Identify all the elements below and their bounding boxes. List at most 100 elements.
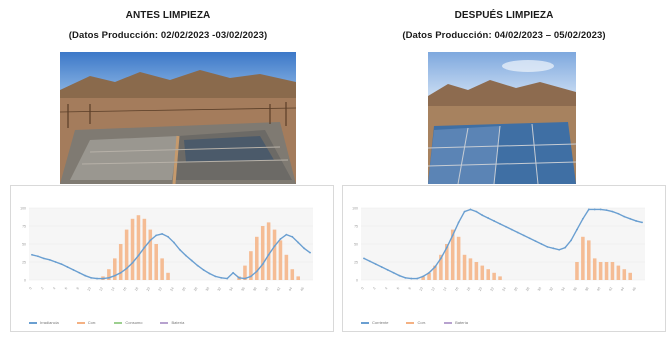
- line-point: [102, 277, 104, 280]
- bar: [486, 269, 490, 280]
- y-tick-label: 100: [20, 207, 26, 211]
- x-tick-label: 22: [490, 286, 495, 291]
- bar: [628, 272, 632, 280]
- y-tick-label: 75: [354, 225, 358, 229]
- x-tick-label: 2: [372, 286, 376, 290]
- line-point: [528, 237, 531, 240]
- x-tick-label: 10: [419, 286, 424, 291]
- x-tick-label: 0: [360, 286, 364, 290]
- bar: [284, 254, 289, 280]
- bar: [581, 236, 585, 280]
- x-tick-label: 38: [252, 286, 257, 291]
- y-tick-label: 25: [22, 261, 26, 265]
- bar: [148, 229, 153, 280]
- x-tick-label: 42: [276, 286, 281, 291]
- line-point: [516, 231, 519, 234]
- line-point: [552, 247, 555, 250]
- x-tick-label: 42: [608, 286, 613, 291]
- legend-item[interactable]: Batería: [444, 320, 468, 325]
- legend-swatch: [76, 321, 85, 324]
- bar: [136, 215, 141, 280]
- bar: [450, 229, 455, 280]
- line-point: [48, 258, 51, 261]
- line-point: [208, 272, 211, 275]
- line-point: [244, 277, 246, 280]
- bar: [480, 265, 485, 280]
- bar: [166, 272, 170, 280]
- bar: [243, 265, 247, 280]
- bar: [598, 262, 603, 280]
- before-photo-image: [60, 52, 296, 184]
- before-chart-svg: 0 2 4 6 8 10 12 14 16 18 20 22 24 26 28 30 32 34 36 38 40 42 4…: [20, 207, 313, 292]
- legend-swatch: [444, 321, 453, 324]
- line-point: [190, 259, 193, 262]
- line-point: [386, 269, 389, 271]
- legend-label: Consumo: [125, 320, 143, 325]
- bar: [255, 236, 259, 280]
- legend-item[interactable]: Corriente: [361, 320, 388, 325]
- line-point: [137, 254, 140, 257]
- x-tick-label: 26: [513, 286, 518, 291]
- x-tick-label: 14: [110, 286, 115, 291]
- x-tick-label: 32: [217, 286, 222, 291]
- line-point: [261, 263, 264, 266]
- line-point: [422, 275, 425, 278]
- x-tick-label: 4: [52, 286, 56, 290]
- line-point: [380, 266, 383, 268]
- x-tick-label: 30: [537, 286, 542, 291]
- line-point: [42, 257, 45, 260]
- line-point: [451, 234, 454, 237]
- y-tick-label: 50: [354, 243, 358, 247]
- before-chart: 0 2 4 6 8 10 12 14 16 18 20 22 24 26 28 30 32 34 36 38 40 42 4…: [10, 185, 334, 332]
- bar: [622, 269, 627, 280]
- bar: [474, 262, 479, 280]
- bar: [439, 254, 443, 280]
- x-tick-label: 32: [549, 286, 554, 291]
- line-point: [125, 267, 128, 270]
- line-point: [599, 208, 602, 211]
- bar: [445, 244, 449, 280]
- line-point: [439, 257, 442, 260]
- x-tick-label: 16: [454, 286, 459, 291]
- after-chart: 0 2 4 6 8 10 12 14 16 18 20 22 24 26 28 30 32 34 36 38 40 42 4…: [342, 185, 666, 332]
- x-tick-label: 22: [158, 286, 163, 291]
- line-point: [303, 247, 306, 250]
- bar: [160, 258, 164, 280]
- after-chart-svg: 0 2 4 6 8 10 12 14 16 18 20 22 24 26 28 30 32 34 36 38 40 42 4…: [352, 207, 645, 292]
- bar: [124, 229, 129, 280]
- line-point: [404, 276, 407, 279]
- legend-swatch: [160, 321, 169, 324]
- x-tick-label: 6: [396, 286, 400, 290]
- bar: [130, 218, 135, 280]
- x-tick-label: 12: [430, 286, 435, 291]
- bar: [278, 240, 283, 280]
- line-point: [641, 221, 643, 224]
- legend-item[interactable]: Consumo: [114, 320, 142, 325]
- after-photo-image: [428, 52, 576, 184]
- line-point: [119, 271, 122, 274]
- line-point: [457, 221, 460, 224]
- legend-item[interactable]: Irradiancia: [29, 320, 59, 325]
- line-point: [107, 276, 110, 279]
- line-point: [131, 261, 134, 264]
- line-point: [368, 260, 371, 263]
- legend-item[interactable]: Corr.: [76, 320, 96, 325]
- x-tick-label: 6: [64, 286, 68, 290]
- y-tick-label: 25: [354, 261, 358, 265]
- line-point: [434, 266, 436, 268]
- bar: [290, 269, 295, 280]
- legend-item[interactable]: Batería: [160, 320, 184, 325]
- line-point: [226, 277, 229, 280]
- bar: [154, 244, 158, 280]
- bar: [142, 218, 147, 280]
- line-point: [593, 208, 596, 211]
- line-point: [113, 274, 116, 277]
- after-legend: Corriente Corr. Batería: [361, 320, 468, 325]
- x-tick-label: 36: [240, 286, 245, 291]
- line-point: [184, 254, 187, 257]
- x-tick-label: 24: [169, 286, 174, 291]
- line-point: [54, 261, 57, 263]
- line-point: [72, 269, 75, 271]
- legend-item[interactable]: Corr.: [406, 320, 426, 325]
- bar: [433, 265, 437, 280]
